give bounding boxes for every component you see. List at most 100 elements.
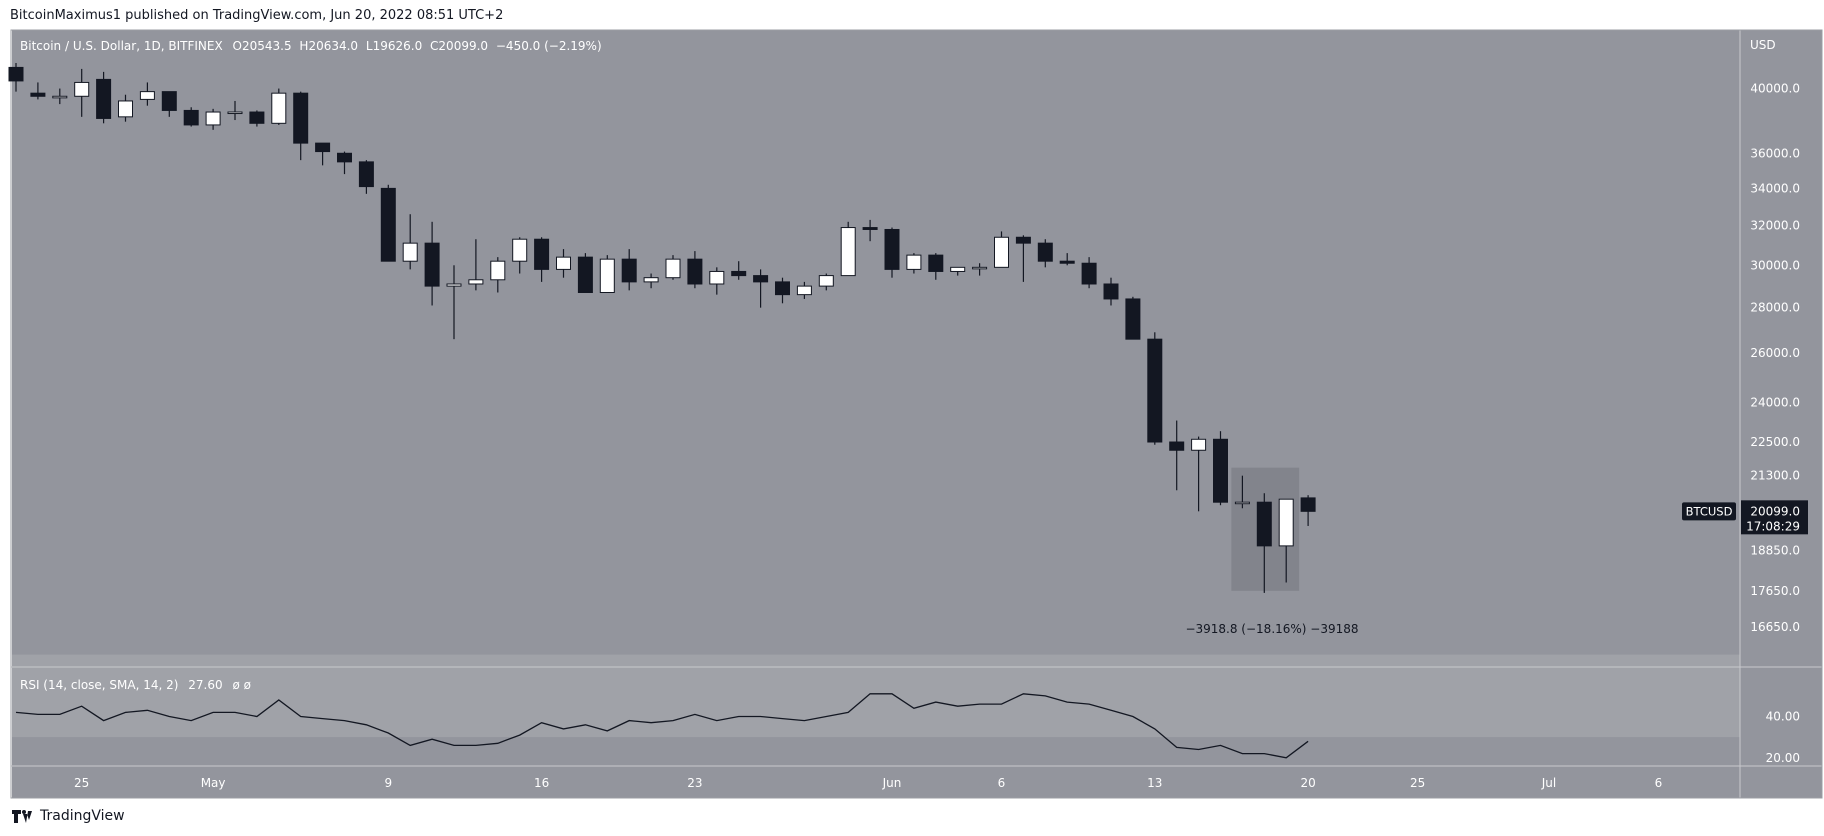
candle-body	[424, 242, 440, 287]
candle[interactable]	[161, 91, 177, 117]
candle-body	[490, 260, 506, 281]
candle[interactable]	[906, 253, 922, 274]
candle[interactable]	[52, 88, 68, 105]
candle[interactable]	[950, 266, 966, 276]
candle[interactable]	[840, 221, 856, 277]
candle[interactable]	[1015, 235, 1031, 282]
candle-body	[337, 152, 352, 163]
candle-body	[753, 275, 769, 283]
time-tick-label: 20	[1300, 776, 1315, 790]
candle-body	[205, 111, 221, 126]
candle[interactable]	[271, 88, 287, 125]
candle-body	[818, 275, 834, 287]
candle[interactable]	[972, 263, 988, 276]
time-axis-ticks: 25 May 9 16 23 Jun 6 13 20 25 Jul 6	[74, 776, 1662, 790]
candle[interactable]	[643, 273, 659, 289]
candle[interactable]	[118, 94, 133, 122]
candles-layer[interactable]	[8, 62, 1316, 593]
candle[interactable]	[183, 107, 199, 127]
candle-body	[731, 270, 747, 277]
candle[interactable]	[1169, 420, 1185, 491]
candle-body	[161, 91, 177, 111]
candle[interactable]	[665, 255, 681, 280]
candle[interactable]	[556, 249, 571, 278]
time-tick-label: 13	[1147, 776, 1162, 790]
candle[interactable]	[358, 160, 374, 194]
candle[interactable]	[249, 110, 265, 127]
candle-body	[139, 91, 155, 100]
candle[interactable]	[1256, 493, 1272, 593]
candle[interactable]	[731, 261, 747, 280]
candle[interactable]	[862, 219, 878, 242]
bar-countdown: 17:08:29	[1746, 519, 1800, 533]
candle[interactable]	[30, 82, 46, 100]
candle[interactable]	[928, 253, 944, 280]
candle[interactable]	[775, 277, 790, 304]
measure-label: −3918.8 (−18.16%) −39188	[1185, 622, 1358, 636]
candle[interactable]	[315, 142, 331, 166]
candle[interactable]	[709, 267, 725, 295]
candle[interactable]	[8, 62, 24, 92]
candle[interactable]	[227, 100, 243, 121]
candle[interactable]	[205, 108, 221, 130]
candle[interactable]	[1125, 296, 1141, 340]
rsi-extra: ø ø	[232, 678, 251, 692]
candle[interactable]	[1081, 257, 1097, 289]
open-value: 20543.5	[242, 39, 292, 53]
candle-body	[556, 256, 571, 270]
candle-body	[643, 277, 659, 283]
candle[interactable]	[512, 237, 528, 274]
candle-body	[1015, 236, 1031, 244]
candle[interactable]	[1037, 239, 1053, 268]
tradingview-brand[interactable]: TradingView	[40, 808, 125, 824]
candle[interactable]	[402, 214, 418, 270]
candle[interactable]	[994, 231, 1009, 268]
candle[interactable]	[490, 257, 506, 293]
candle[interactable]	[687, 251, 703, 289]
rsi-line	[15, 693, 1309, 759]
candle[interactable]	[1234, 475, 1250, 509]
candle[interactable]	[1103, 277, 1119, 306]
rsi-tick-label: 40.00	[1766, 710, 1800, 724]
candle[interactable]	[293, 91, 309, 161]
candle[interactable]	[621, 249, 637, 291]
candle[interactable]	[577, 253, 593, 293]
candle[interactable]	[796, 281, 812, 299]
candle[interactable]	[753, 269, 769, 308]
candle-body	[512, 238, 528, 262]
candle-body	[1213, 438, 1228, 503]
rsi-legend[interactable]: RSI (14, close, SMA, 14, 2) 27.60 ø ø	[20, 678, 251, 692]
candle[interactable]	[139, 82, 155, 106]
candle[interactable]	[1300, 495, 1316, 526]
candle-body	[1147, 338, 1163, 443]
candle-body	[118, 100, 133, 118]
time-tick-label: 6	[998, 776, 1006, 790]
candle[interactable]	[468, 239, 484, 291]
candle-body	[1278, 498, 1294, 547]
candle[interactable]	[1191, 436, 1207, 512]
candle[interactable]	[884, 227, 900, 278]
candle[interactable]	[1278, 498, 1294, 583]
candle[interactable]	[337, 151, 352, 175]
candle[interactable]	[599, 255, 615, 293]
candle[interactable]	[424, 221, 440, 306]
candle[interactable]	[446, 265, 462, 340]
candle-body	[402, 242, 418, 262]
candle[interactable]	[1147, 332, 1163, 445]
ticker-label: BTCUSD	[1686, 504, 1733, 518]
price-axis-background[interactable]	[1740, 30, 1822, 798]
price-tick-label: 32000.0	[1750, 219, 1800, 233]
time-tick-label: 6	[1655, 776, 1663, 790]
candle[interactable]	[96, 71, 112, 124]
candle[interactable]	[534, 237, 550, 282]
close-label: C	[430, 39, 438, 53]
candle[interactable]	[74, 68, 90, 117]
candle[interactable]	[1059, 253, 1075, 266]
price-tick-label: 34000.0	[1750, 181, 1800, 195]
candle[interactable]	[818, 273, 834, 291]
candle[interactable]	[1213, 431, 1228, 506]
candle[interactable]	[380, 184, 396, 262]
ohlc-legend[interactable]: Bitcoin / U.S. Dollar, 1D, BITFINEX O205…	[20, 39, 602, 53]
price-pane-background	[12, 30, 1740, 667]
